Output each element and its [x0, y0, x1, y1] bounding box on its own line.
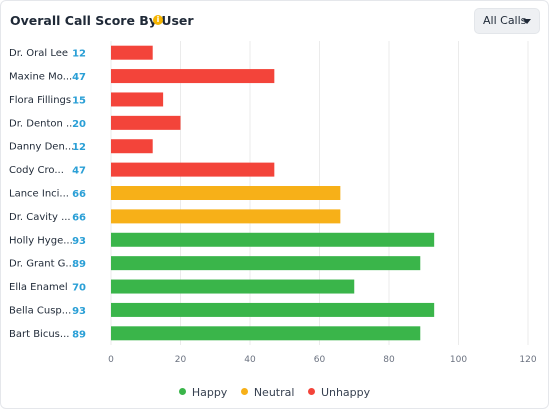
- x-tick-label: 60: [314, 355, 326, 365]
- value-label: 93: [72, 236, 86, 247]
- x-tick-label: 80: [383, 355, 395, 365]
- value-label: 47: [72, 166, 86, 177]
- legend-label-happy: Happy: [191, 386, 228, 399]
- value-label: 15: [72, 95, 86, 106]
- bar-neutral: [111, 186, 341, 200]
- bar-happy: [111, 326, 421, 341]
- x-tick-label: 120: [519, 355, 536, 365]
- bar-unhappy: [111, 92, 164, 107]
- value-label: 89: [72, 329, 86, 340]
- bar-happy: [111, 302, 435, 317]
- category-label: Dr. Denton ...: [9, 118, 76, 129]
- value-label: 70: [72, 283, 86, 294]
- category-label: Bart Bicus...: [9, 329, 69, 340]
- x-tick-label: 40: [244, 355, 256, 365]
- legend-dot-neutral: [240, 388, 248, 395]
- category-label: Dr. Cavity ...: [9, 212, 71, 223]
- value-label: 66: [72, 189, 86, 200]
- chart-title: Overall Call Score By User: [10, 13, 194, 28]
- value-label: 47: [72, 72, 86, 83]
- category-label: Cody Cro...: [9, 165, 64, 176]
- value-label: 20: [72, 119, 86, 130]
- legend-dot-happy: [178, 388, 186, 395]
- category-label: Bella Cusp...: [9, 305, 71, 316]
- legend-label-neutral: Neutral: [253, 386, 295, 399]
- category-label: Lance Inci...: [9, 189, 69, 200]
- x-tick-label: 20: [175, 355, 187, 365]
- bar-unhappy: [111, 139, 153, 154]
- category-label: Ella Enamel: [9, 282, 68, 293]
- chart-header: Overall Call Score By User i All Calls: [10, 8, 540, 34]
- category-label: Danny Den...: [9, 142, 74, 153]
- category-label: Holly Hyge...: [9, 235, 73, 246]
- bar-neutral: [111, 209, 341, 224]
- bar-happy: [111, 279, 355, 294]
- value-label: 93: [72, 306, 86, 317]
- legend-label-unhappy: Unhappy: [320, 386, 371, 399]
- chart-legend: Happy Neutral Unhappy: [1, 386, 548, 399]
- bar-unhappy: [111, 45, 153, 60]
- value-label: 12: [72, 49, 86, 60]
- legend-dot-unhappy: [307, 388, 315, 395]
- category-label: Dr. Oral Lee: [9, 48, 68, 59]
- bar-happy: [111, 232, 435, 247]
- chevron-down-icon: [523, 19, 531, 24]
- category-label: Flora Fillings: [9, 95, 71, 106]
- legend-item-unhappy[interactable]: Unhappy: [307, 386, 371, 399]
- legend-item-happy[interactable]: Happy: [178, 386, 228, 399]
- info-icon[interactable]: i: [153, 15, 163, 25]
- bar-unhappy: [111, 115, 181, 130]
- bar-unhappy: [111, 69, 275, 84]
- bar-unhappy: [111, 162, 275, 177]
- value-label: 89: [72, 259, 86, 270]
- value-label: 12: [72, 142, 86, 153]
- value-label: 66: [72, 212, 86, 223]
- x-tick-label: 100: [450, 355, 467, 365]
- bar-chart: 0 20 40 60 80 100 120 Dr. Oral Lee 12 Maxine Mo..…: [9, 41, 537, 365]
- call-filter-label: All Calls: [483, 14, 527, 27]
- category-label: Dr. Grant G...: [9, 259, 75, 270]
- call-filter-dropdown[interactable]: All Calls: [474, 8, 540, 34]
- bar-happy: [111, 256, 421, 271]
- legend-item-neutral[interactable]: Neutral: [240, 386, 295, 399]
- category-label: Maxine Mo...: [9, 72, 72, 83]
- x-tick-label: 0: [108, 355, 114, 365]
